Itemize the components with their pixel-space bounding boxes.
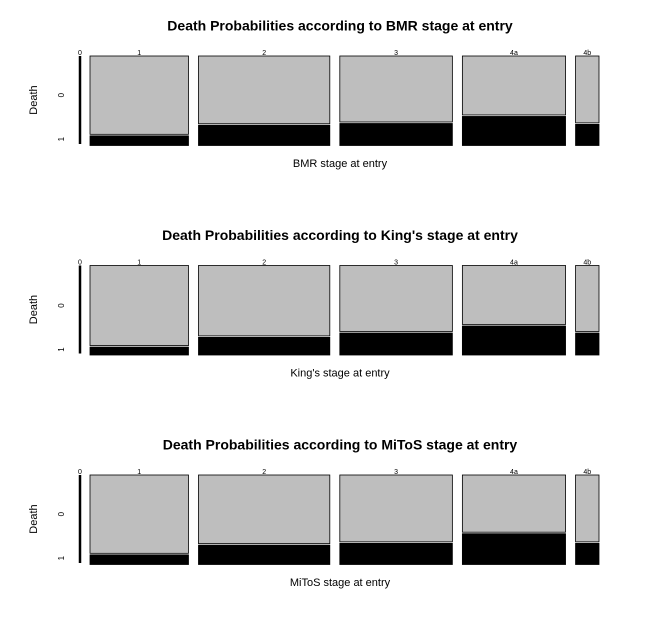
category-label: 2 xyxy=(262,259,266,266)
mosaic-cell xyxy=(198,265,331,337)
mosaic-cell xyxy=(89,55,189,135)
mosaic-cell xyxy=(575,542,600,565)
mosaic-cell xyxy=(339,265,453,332)
mosaic-cell xyxy=(339,123,453,146)
mosaic-cell xyxy=(461,474,566,533)
mosaic-cell xyxy=(198,124,331,146)
category-label: 1 xyxy=(137,469,141,476)
y-axis-label: Death xyxy=(28,295,40,324)
mosaic-cell xyxy=(89,135,189,146)
level-label: 0 xyxy=(57,303,66,308)
y-axis-label: Death xyxy=(28,85,40,114)
category-label: 4a xyxy=(510,50,518,57)
mosaic-cell xyxy=(461,116,566,146)
category-label: 1 xyxy=(137,259,141,266)
category-label: 3 xyxy=(394,469,398,476)
level-label: 1 xyxy=(57,555,66,560)
mosaic-cell xyxy=(575,332,600,356)
mosaic-cell xyxy=(339,474,453,543)
level-label: 1 xyxy=(57,136,66,141)
mosaic-cell xyxy=(339,542,453,565)
mosaic-cell xyxy=(575,265,600,332)
category-label: 0 xyxy=(78,259,82,266)
level-label: 0 xyxy=(57,92,66,97)
x-axis-label: MiToS stage at entry xyxy=(290,577,391,589)
chart-title: Death Probabilities according to MiToS s… xyxy=(163,437,518,453)
mosaic-cell xyxy=(461,325,566,356)
x-axis-label: King's stage at entry xyxy=(290,367,390,379)
category-label: 4b xyxy=(583,259,591,266)
chart-title: Death Probabilities according to King's … xyxy=(162,227,518,243)
mosaic-cell xyxy=(198,336,331,356)
mosaic-cell xyxy=(198,474,331,545)
level-label: 0 xyxy=(57,511,66,516)
category-label: 4b xyxy=(583,50,591,57)
mosaic-cell xyxy=(198,55,331,125)
mosaic-cell xyxy=(575,55,600,124)
mosaic-cell xyxy=(461,55,566,116)
mosaic-cell xyxy=(89,265,189,346)
category-label: 4b xyxy=(583,469,591,476)
x-axis-label: BMR stage at entry xyxy=(293,158,388,170)
category-label: 3 xyxy=(394,259,398,266)
mosaic-cell xyxy=(89,474,189,554)
category-label: 2 xyxy=(262,50,266,57)
mosaic-cell xyxy=(198,544,331,565)
mosaic-cell xyxy=(339,332,453,356)
level-label: 1 xyxy=(57,347,66,352)
chart-title: Death Probabilities according to BMR sta… xyxy=(167,18,513,34)
category-label: 3 xyxy=(394,50,398,57)
mosaic-cell xyxy=(461,265,566,325)
category-label: 4a xyxy=(510,259,518,266)
y-axis-label: Death xyxy=(28,504,40,533)
category-label: 2 xyxy=(262,469,266,476)
mosaic-cell xyxy=(461,533,566,565)
category-label: 1 xyxy=(137,50,141,57)
mosaic-cell xyxy=(89,554,189,565)
mosaic-cell xyxy=(575,474,600,543)
mosaic-cell xyxy=(339,55,453,123)
mosaic-cell xyxy=(575,123,600,146)
category-label: 4a xyxy=(510,469,518,476)
mosaic-cell xyxy=(89,346,189,356)
category-label: 0 xyxy=(78,469,82,476)
category-label: 0 xyxy=(78,50,82,57)
